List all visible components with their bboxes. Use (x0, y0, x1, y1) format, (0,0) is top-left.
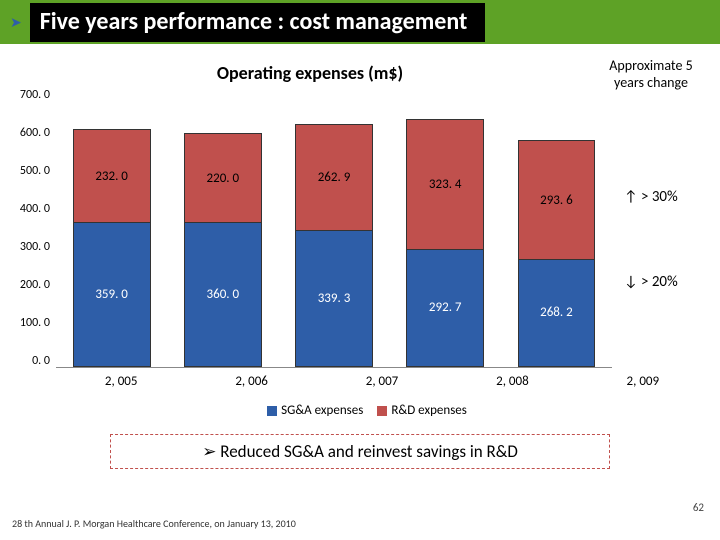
y-tick: 100. 0 (20, 316, 50, 330)
bar-column: 293. 6268. 2 (501, 88, 612, 367)
y-tick: 500. 0 (20, 164, 50, 178)
bar-segment-sga: 359. 0 (74, 222, 150, 366)
change-down: ↓ > 20% (624, 273, 678, 291)
bar-column: 232. 0359. 0 (56, 88, 167, 367)
y-tick: 700. 0 (20, 88, 50, 102)
y-tick: 300. 0 (20, 240, 50, 254)
y-tick: 200. 0 (20, 278, 50, 292)
side-note-line1: Approximate 5 (596, 58, 706, 75)
plot-wrap: 700. 0 600. 0 500. 0 400. 0 300. 0 200. 0 100.… (12, 88, 708, 368)
x-tick: 2, 006 (186, 374, 316, 389)
legend-label: R&D expenses (391, 403, 467, 418)
legend-swatch (377, 406, 387, 416)
x-tick: 2, 005 (56, 374, 186, 389)
bar-segment-sga: 268. 2 (519, 259, 595, 366)
x-tick: 2, 009 (578, 374, 708, 389)
y-tick: 0. 0 (32, 354, 50, 368)
legend: SG&A expenses R&D expenses (12, 403, 708, 418)
x-tick: 2, 008 (447, 374, 577, 389)
bar-segment-rd: 220. 0 (185, 134, 261, 222)
stacked-bar: 220. 0360. 0 (184, 133, 262, 367)
slide-title: Five years performance : cost management (30, 3, 486, 42)
bar-segment-rd: 232. 0 (74, 130, 150, 223)
footer-text: 28 th Annual J. P. Morgan Healthcare Con… (12, 517, 296, 530)
side-note-line2: years change (596, 75, 706, 92)
y-axis: 700. 0 600. 0 500. 0 400. 0 300. 0 200. 0 100.… (12, 88, 56, 368)
page-number: 62 (693, 501, 704, 514)
bar-segment-rd: 293. 6 (519, 141, 595, 258)
callout-arrow-icon: ➢ (202, 442, 216, 461)
bar-column: 220. 0360. 0 (167, 88, 278, 367)
callout-box: ➢ Reduced SG&A and reinvest savings in R… (110, 434, 610, 469)
bars-row: 232. 0359. 0 220. 0360. 0 262. 9339. 3 323.… (56, 88, 612, 367)
x-tick: 2, 007 (317, 374, 447, 389)
bar-segment-sga: 339. 3 (296, 230, 372, 366)
legend-label: SG&A expenses (281, 403, 363, 418)
bar-segment-rd: 323. 4 (407, 120, 483, 249)
bar-column: 262. 9339. 3 (278, 88, 389, 367)
bar-segment-sga: 292. 7 (407, 249, 483, 366)
plot: 232. 0359. 0 220. 0360. 0 262. 9339. 3 323.… (56, 88, 612, 368)
chart-area: Operating expenses (m$) Approximate 5 ye… (0, 44, 720, 469)
stacked-bar: 262. 9339. 3 (295, 124, 373, 367)
callout-text: Reduced SG&A and reinvest savings in R&D (220, 441, 518, 462)
change-up: ↑ > 30% (624, 188, 678, 206)
y-tick: 400. 0 (20, 202, 50, 216)
side-note: Approximate 5 years change (596, 58, 706, 92)
bullet-arrow-icon: ➤ (10, 14, 22, 31)
bar-segment-rd: 262. 9 (296, 125, 372, 230)
stacked-bar: 293. 6268. 2 (518, 140, 596, 367)
y-tick: 600. 0 (20, 126, 50, 140)
change-column: ↑ > 30% ↓ > 20% (612, 88, 708, 368)
stacked-bar: 323. 4292. 7 (406, 119, 484, 367)
x-axis-labels: 2, 0052, 0062, 0072, 0082, 009 (56, 374, 708, 389)
legend-swatch (267, 406, 277, 416)
header-bar: ➤ Five years performance : cost manageme… (0, 0, 720, 44)
stacked-bar: 232. 0359. 0 (73, 129, 151, 367)
bar-column: 323. 4292. 7 (390, 88, 501, 367)
bar-segment-sga: 360. 0 (185, 222, 261, 366)
